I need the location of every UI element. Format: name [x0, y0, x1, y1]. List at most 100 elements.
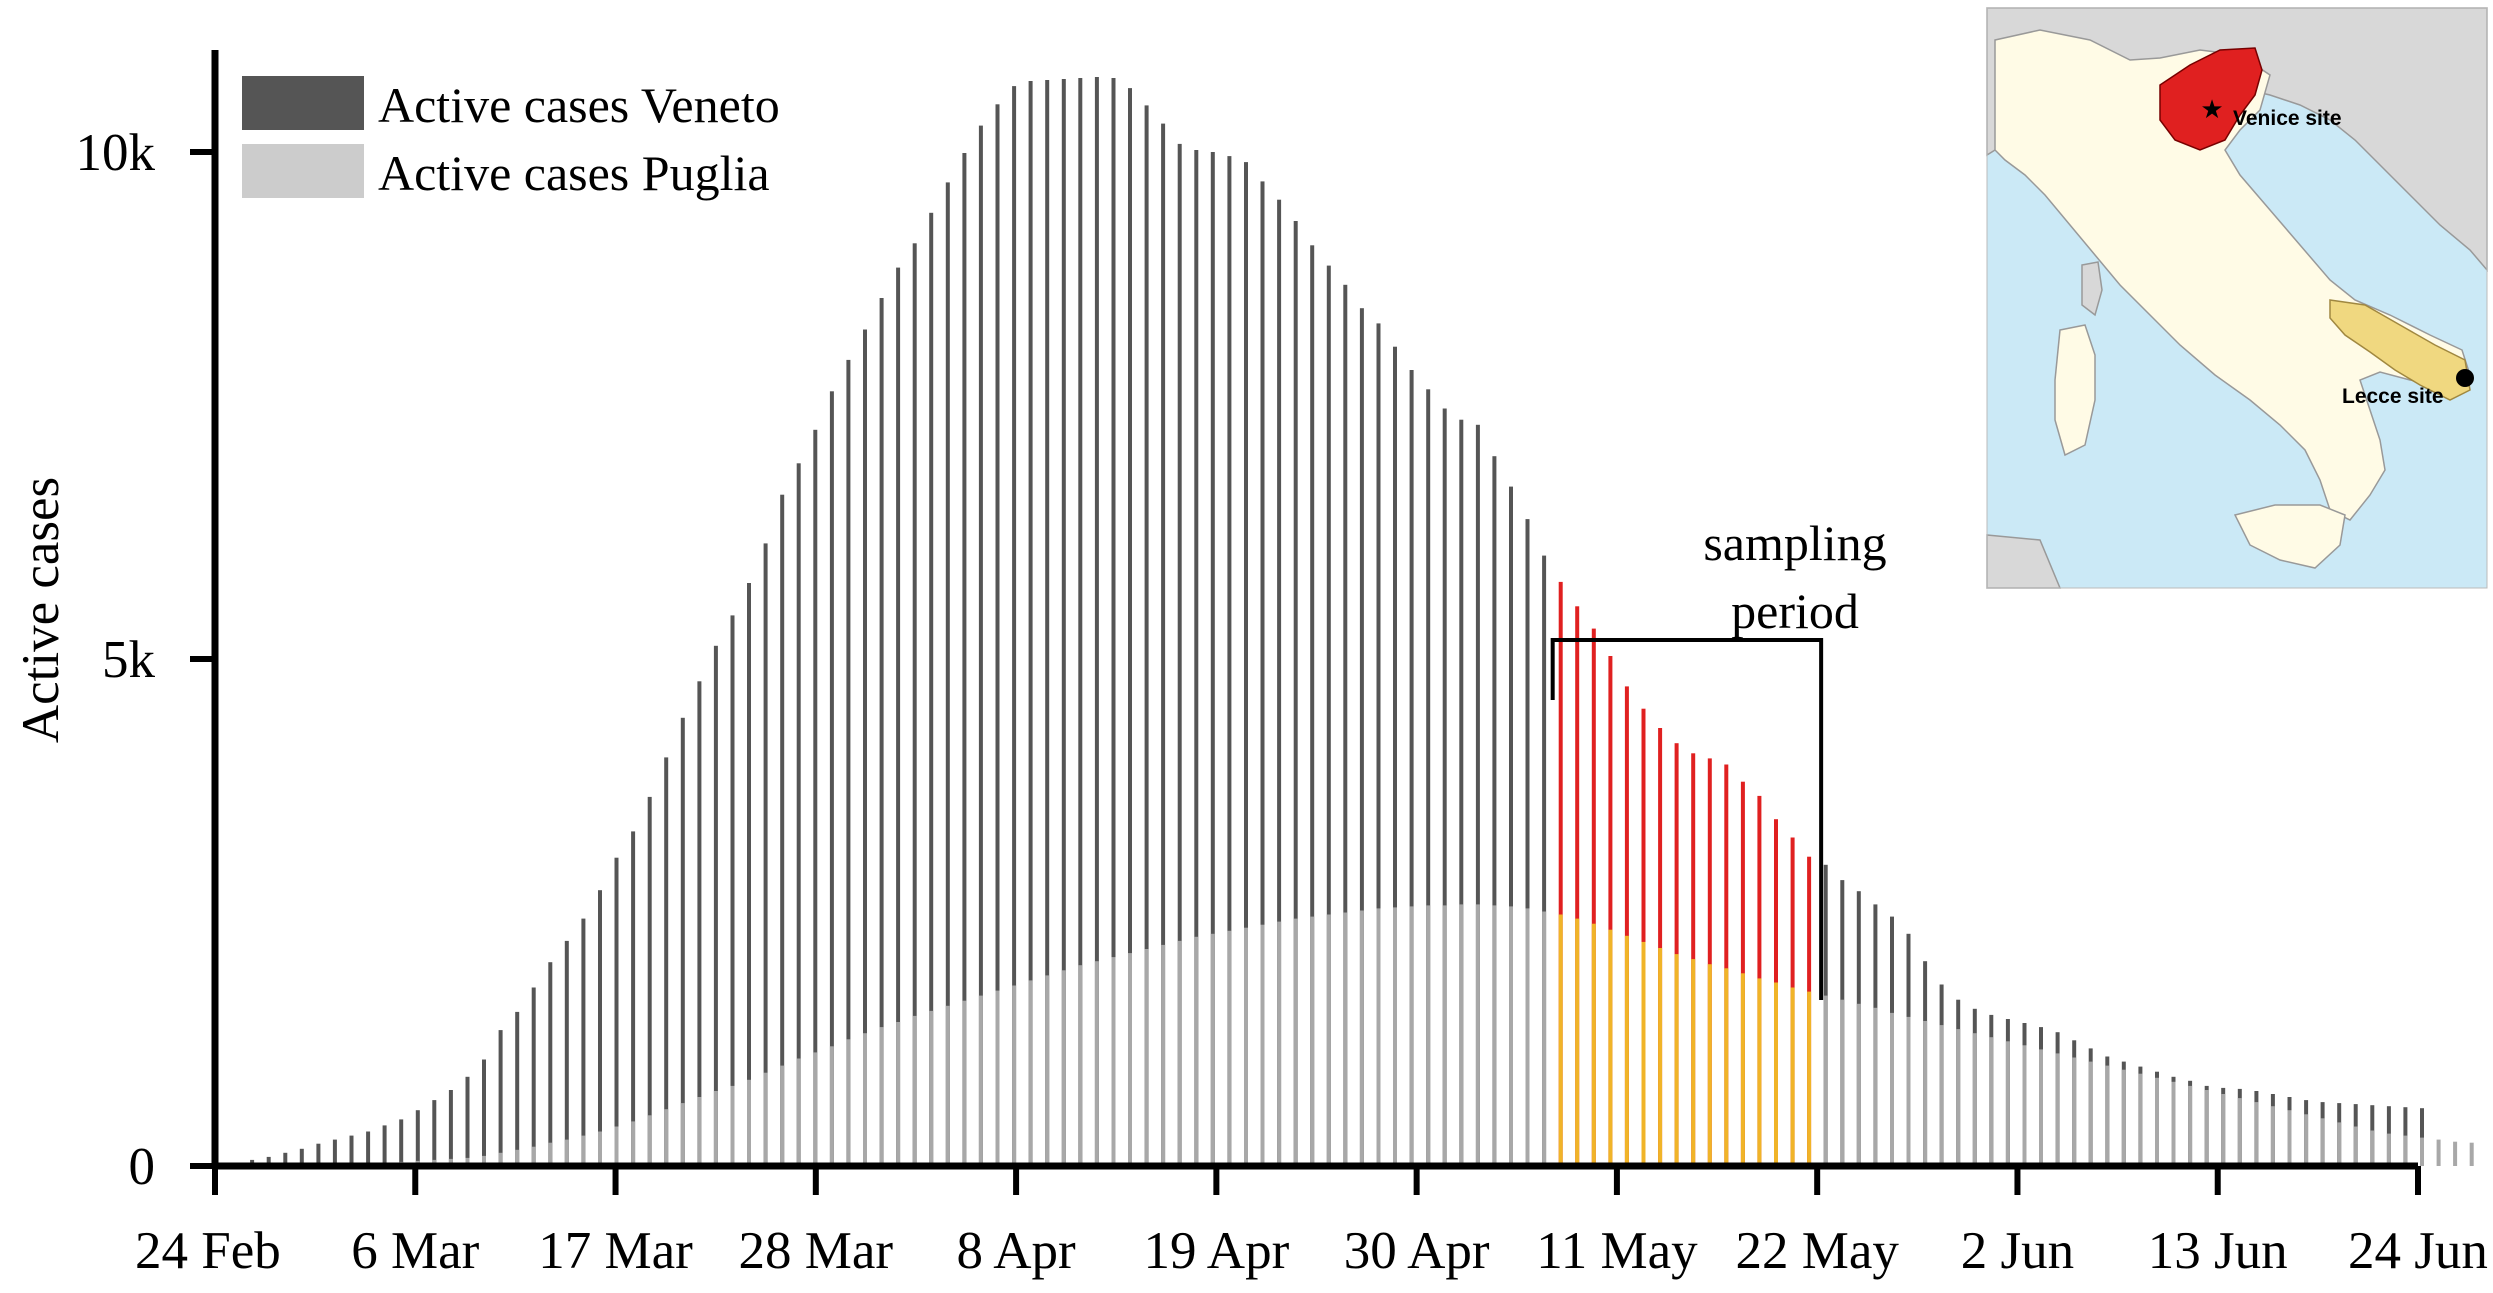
bar-puglia-38	[846, 1039, 851, 1167]
bar-veneto-58	[1177, 143, 1182, 1166]
bar-veneto-15	[465, 1076, 470, 1166]
bar-puglia-34	[780, 1065, 785, 1166]
bar-puglia-127	[2320, 1118, 2325, 1166]
bar-veneto-36	[813, 429, 818, 1166]
sampling-period-label-line2: period	[1731, 583, 1859, 639]
bar-veneto-70	[1376, 323, 1381, 1166]
legend-swatch-veneto	[242, 76, 364, 130]
bar-puglia-72	[1409, 906, 1414, 1166]
bar-puglia-89	[1691, 959, 1696, 1166]
bar-puglia-98	[1840, 999, 1845, 1166]
bar-veneto-39	[863, 329, 867, 1166]
bar-veneto-72	[1409, 370, 1414, 1166]
bar-puglia-107	[1989, 1037, 1994, 1166]
bar-veneto-33	[763, 543, 768, 1166]
bar-puglia-117	[2155, 1077, 2159, 1166]
bar-puglia-45	[962, 1000, 967, 1166]
bar-puglia-53	[1094, 961, 1099, 1166]
bar-puglia-86	[1641, 941, 1646, 1166]
bar-veneto-91	[1724, 764, 1729, 1166]
legend-label-puglia: Active cases Puglia	[378, 145, 770, 201]
x-tick-label: 19 Apr	[1143, 1222, 1289, 1280]
bar-puglia-134	[2436, 1139, 2441, 1166]
bar-veneto-48	[1012, 86, 1017, 1167]
bar-veneto-77	[1492, 456, 1497, 1166]
x-ticks: 24 Feb 6 Mar 17 Mar 28 Mar 8 Apr 19 Apr 30 Apr…	[135, 1166, 2488, 1280]
sampling-period-label-line1: sampling	[1703, 515, 1886, 571]
bar-puglia-63	[1260, 924, 1265, 1166]
bar-puglia-111	[2055, 1053, 2060, 1166]
bar-veneto-26	[647, 796, 652, 1166]
bar-puglia-108	[2005, 1041, 2010, 1166]
bar-veneto-56	[1144, 105, 1149, 1166]
lecce-site-label: Lecce site	[2342, 385, 2444, 408]
bar-puglia-133	[2420, 1137, 2424, 1166]
bar-puglia-105	[1956, 1029, 1961, 1166]
bar-puglia-66	[1310, 916, 1315, 1166]
bar-veneto-63	[1260, 181, 1265, 1166]
bar-veneto-37	[829, 391, 834, 1166]
bar-puglia-42	[912, 1015, 917, 1166]
bar-puglia-103	[1923, 1021, 1928, 1166]
bar-puglia-31	[730, 1085, 735, 1166]
bar-puglia-40	[879, 1027, 884, 1166]
bar-veneto-61	[1227, 156, 1232, 1167]
bar-veneto-55	[1128, 88, 1132, 1167]
bar-puglia-128	[2337, 1122, 2342, 1166]
bar-veneto-8	[349, 1135, 354, 1166]
bar-puglia-95	[1790, 987, 1795, 1166]
bar-puglia-20	[548, 1142, 553, 1166]
bar-puglia-92	[1740, 973, 1745, 1166]
bar-veneto-27	[664, 757, 669, 1166]
bar-veneto-20	[548, 962, 553, 1166]
bar-puglia-19	[531, 1146, 536, 1166]
bar-veneto-32	[747, 583, 751, 1166]
sampling-period-annotation: sampling period	[1550, 515, 1887, 1000]
bar-puglia-115	[2121, 1069, 2126, 1166]
bar-puglia-54	[1111, 957, 1116, 1166]
bar-puglia-129	[2353, 1126, 2358, 1166]
bar-veneto-14	[448, 1090, 453, 1166]
bar-veneto-59	[1194, 150, 1199, 1166]
bar-puglia-35	[796, 1058, 801, 1166]
bar-puglia-78	[1509, 906, 1513, 1166]
bar-puglia-24	[614, 1126, 619, 1166]
bar-puglia-110	[2039, 1049, 2043, 1166]
bar-puglia-106	[1972, 1033, 1977, 1166]
legend-swatch-puglia	[242, 144, 364, 198]
bar-veneto-45	[962, 153, 967, 1166]
bar-puglia-130	[2370, 1130, 2375, 1166]
bar-puglia-33	[763, 1072, 768, 1166]
x-tick-label: 22 May	[1735, 1222, 1899, 1280]
bar-puglia-62	[1244, 927, 1248, 1166]
bar-puglia-37	[829, 1046, 834, 1166]
bar-veneto-34	[780, 494, 785, 1166]
bar-puglia-102	[1906, 1016, 1911, 1166]
bar-veneto-66	[1310, 245, 1315, 1167]
bar-puglia-124	[2270, 1106, 2275, 1166]
bar-puglia-64	[1277, 921, 1282, 1166]
bar-puglia-52	[1078, 965, 1083, 1166]
bar-veneto-75	[1459, 419, 1464, 1166]
bar-puglia-58	[1177, 940, 1182, 1166]
bar-veneto-24	[614, 857, 619, 1166]
bar-veneto-82	[1575, 606, 1580, 1166]
bar-puglia-82	[1575, 918, 1580, 1166]
bar-puglia-27	[664, 1109, 669, 1166]
y-tick-label: 10k	[76, 124, 156, 182]
bar-veneto-19	[531, 987, 536, 1166]
bar-veneto-65	[1293, 221, 1298, 1166]
bar-puglia-69	[1359, 910, 1364, 1166]
bar-veneto-43	[929, 212, 934, 1167]
bar-puglia-76	[1475, 904, 1480, 1166]
bar-veneto-38	[846, 359, 851, 1166]
bar-veneto-54	[1111, 78, 1116, 1166]
bar-puglia-21	[564, 1139, 569, 1166]
bar-puglia-120	[2204, 1090, 2209, 1166]
bar-puglia-74	[1442, 905, 1447, 1166]
bar-veneto-85	[1624, 686, 1629, 1166]
bar-puglia-85	[1624, 935, 1629, 1166]
bar-veneto-49	[1028, 81, 1033, 1166]
x-tick-label: 24 Jun	[2348, 1222, 2488, 1280]
